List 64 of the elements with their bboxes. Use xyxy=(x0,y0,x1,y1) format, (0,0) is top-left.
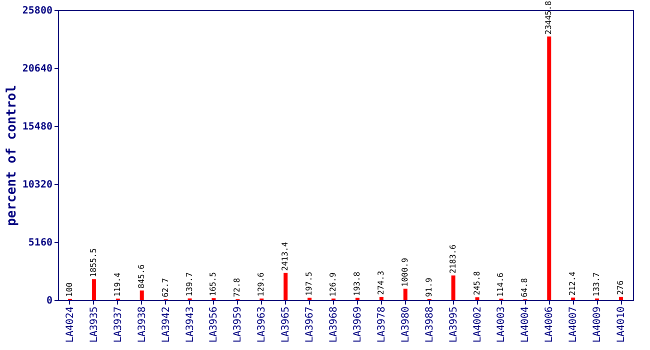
bar xyxy=(619,296,624,300)
bar xyxy=(451,275,456,300)
y-tick-label: 20640 xyxy=(22,64,52,74)
bar xyxy=(547,36,552,300)
x-tick-label: LA3937 xyxy=(112,306,124,343)
bar xyxy=(92,279,96,300)
y-tick-label: 15480 xyxy=(22,122,52,132)
x-tick-label: LA3978 xyxy=(376,306,388,343)
data-label: 1000.9 xyxy=(400,258,410,287)
bar xyxy=(403,288,408,300)
data-label: 274.3 xyxy=(376,270,386,295)
data-label: 276 xyxy=(616,280,626,295)
x-tick-label: LA3969 xyxy=(352,306,364,343)
bar xyxy=(379,296,384,300)
y-tick-label: 10320 xyxy=(22,180,52,190)
x-tick-label: LA4004 xyxy=(520,306,532,343)
data-label: 139.7 xyxy=(184,272,194,296)
x-tick-label: LA4009 xyxy=(592,306,604,343)
data-label: 114.6 xyxy=(496,272,506,297)
data-label: 2413.4 xyxy=(280,242,290,271)
data-label: 91.9 xyxy=(424,278,434,297)
x-tick-label: LA4024 xyxy=(64,306,76,343)
x-tick-label: LA4006 xyxy=(544,306,556,343)
x-tick-label: LA4002 xyxy=(472,306,484,343)
x-tick-label: LA4010 xyxy=(616,306,628,343)
bar xyxy=(284,272,288,300)
data-label: 133.7 xyxy=(592,272,602,296)
x-tick-label: LA3980 xyxy=(400,306,412,343)
data-label: 165.5 xyxy=(208,272,218,296)
x-tick-label: LA3967 xyxy=(304,306,316,343)
y-axis-title: percent of control xyxy=(4,85,20,226)
x-tick-label: LA3959 xyxy=(232,306,244,343)
data-label: 100 xyxy=(64,282,74,297)
data-label: 197.5 xyxy=(304,272,314,296)
x-tick-label: LA3965 xyxy=(280,306,292,343)
x-tick-label: LA4007 xyxy=(568,306,580,343)
x-tick-label: LA3988 xyxy=(424,306,436,343)
x-tick-label: LA3995 xyxy=(448,306,460,343)
data-label: 2183.6 xyxy=(448,244,458,274)
data-label: 245.8 xyxy=(472,270,482,296)
bar xyxy=(140,290,144,300)
x-tick-label: LA4003 xyxy=(496,306,508,343)
data-label: 72.8 xyxy=(232,278,242,298)
data-label: 23445.8 xyxy=(544,0,554,34)
data-label: 126.9 xyxy=(328,272,338,297)
data-label: 129.6 xyxy=(256,272,266,297)
data-label: 212.4 xyxy=(568,271,578,296)
bar xyxy=(475,297,480,300)
data-label: 193.8 xyxy=(352,272,362,296)
y-tick-label: 0 xyxy=(46,296,52,306)
data-label: 64.8 xyxy=(520,278,530,298)
x-tick-label: LA3968 xyxy=(328,306,340,343)
x-tick-label: LA3963 xyxy=(256,306,268,343)
x-tick-label: LA3938 xyxy=(136,306,148,343)
data-label: 1855.5 xyxy=(88,248,98,278)
y-tick-label: 25800 xyxy=(22,6,52,16)
data-label: 62.7 xyxy=(160,278,170,298)
data-label: 845.6 xyxy=(136,264,146,288)
x-tick-label: LA3935 xyxy=(88,306,100,343)
x-tick-label: LA3956 xyxy=(208,306,220,343)
y-tick-label: 5160 xyxy=(28,238,52,248)
x-tick-label: LA3942 xyxy=(160,306,172,343)
x-tick-label: LA3943 xyxy=(184,306,196,343)
data-label: 119.4 xyxy=(112,272,122,297)
